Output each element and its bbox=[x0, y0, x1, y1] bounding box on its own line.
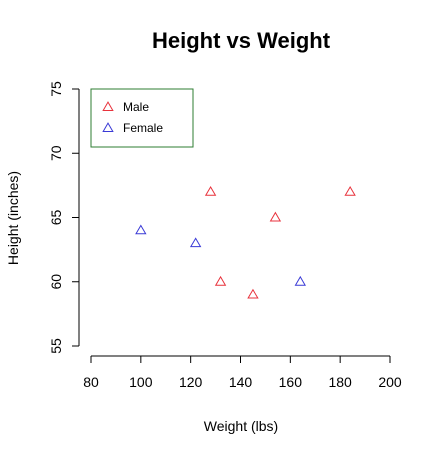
x-tick-label: 140 bbox=[229, 374, 253, 390]
y-axis: 55 60 65 70 75 bbox=[48, 81, 80, 354]
legend-marker-female bbox=[102, 122, 114, 132]
y-axis-label: Height (inches) bbox=[5, 171, 21, 265]
x-axis: 80 100 120 140 160 180 200 bbox=[83, 355, 402, 390]
x-tick-label: 80 bbox=[83, 374, 99, 390]
y-tick-label: 70 bbox=[48, 145, 64, 161]
legend-marker-male bbox=[102, 101, 114, 111]
x-tick-label: 160 bbox=[279, 374, 303, 390]
male-point bbox=[269, 211, 282, 222]
female-point bbox=[135, 224, 147, 235]
male-point bbox=[204, 185, 217, 196]
chart-title: Height vs Weight bbox=[152, 28, 331, 53]
x-tick-label: 100 bbox=[129, 374, 153, 390]
y-tick-label: 55 bbox=[48, 338, 64, 354]
male-point bbox=[247, 288, 259, 299]
legend-label-female: Female bbox=[123, 121, 163, 135]
legend-label-male: Male bbox=[123, 100, 149, 114]
data-points bbox=[135, 185, 356, 299]
legend-box bbox=[90, 88, 194, 148]
male-point bbox=[344, 185, 356, 196]
x-tick-label: 200 bbox=[378, 374, 402, 390]
female-point bbox=[189, 237, 202, 248]
legend: Male Female bbox=[90, 88, 194, 148]
y-tick-label: 60 bbox=[48, 274, 64, 290]
x-tick-label: 180 bbox=[328, 374, 352, 390]
male-point bbox=[214, 275, 227, 286]
x-axis-label: Weight (lbs) bbox=[204, 418, 278, 434]
y-tick-label: 75 bbox=[48, 81, 64, 97]
y-tick-label: 65 bbox=[48, 210, 64, 226]
x-tick-label: 120 bbox=[179, 374, 203, 390]
female-point bbox=[294, 275, 307, 286]
